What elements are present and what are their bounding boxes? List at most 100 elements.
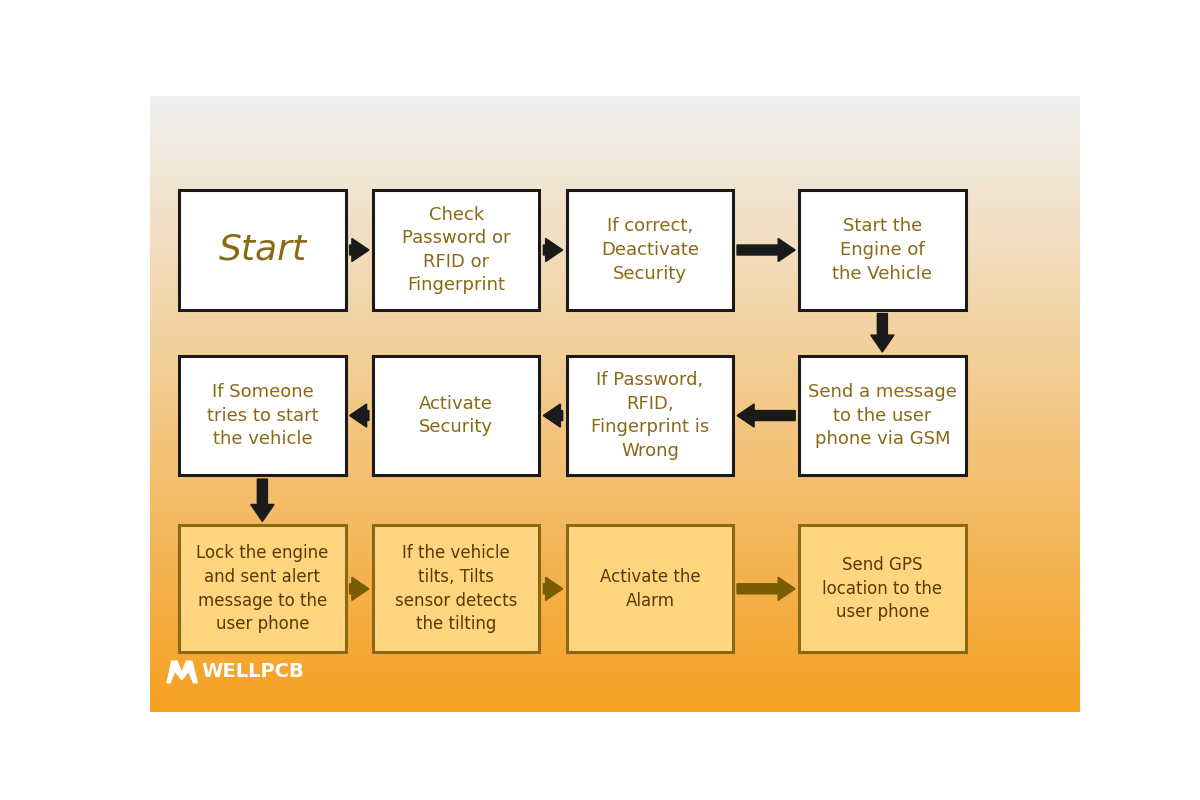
Bar [150, 375, 1080, 378]
Bar [150, 154, 1080, 155]
Bar [150, 597, 1080, 599]
Bar [150, 244, 1080, 246]
Bar [150, 454, 1080, 455]
Bar [150, 236, 1080, 238]
Bar [150, 626, 1080, 628]
Bar [150, 226, 1080, 227]
Bar [150, 189, 1080, 190]
Bar [373, 526, 540, 652]
Bar [150, 340, 1080, 342]
Bar [150, 506, 1080, 509]
Text: Start: Start [218, 233, 306, 267]
Bar [150, 104, 1080, 106]
Bar [150, 510, 1080, 513]
Bar [150, 640, 1080, 642]
Bar [150, 478, 1080, 480]
Bar [150, 174, 1080, 176]
Bar [150, 230, 1080, 231]
Bar [150, 628, 1080, 630]
Bar [150, 127, 1080, 129]
Bar [150, 619, 1080, 622]
Bar [150, 162, 1080, 164]
Bar [150, 299, 1080, 302]
Bar [150, 476, 1080, 478]
Bar [150, 665, 1080, 667]
Bar [150, 515, 1080, 517]
Bar [150, 186, 1080, 188]
Bar [150, 100, 1080, 102]
Text: If Someone
tries to start
the vehicle: If Someone tries to start the vehicle [206, 383, 318, 448]
Bar [150, 318, 1080, 320]
Bar [150, 164, 1080, 166]
Bar [150, 414, 1080, 416]
Bar [150, 102, 1080, 104]
Bar [150, 463, 1080, 466]
Bar [150, 480, 1080, 482]
Bar [150, 644, 1080, 646]
Bar [150, 332, 1080, 334]
Bar [150, 135, 1080, 137]
Bar [150, 615, 1080, 618]
Bar [150, 122, 1080, 125]
Bar [150, 234, 1080, 236]
Bar [150, 418, 1080, 421]
Bar [150, 447, 1080, 449]
Polygon shape [349, 404, 368, 427]
Bar [150, 568, 1080, 570]
Bar [150, 121, 1080, 122]
Bar [150, 548, 1080, 550]
Bar [150, 310, 1080, 311]
Bar [150, 273, 1080, 274]
Bar [150, 172, 1080, 174]
Bar [150, 638, 1080, 640]
Text: If correct,
Deactivate
Security: If correct, Deactivate Security [601, 218, 698, 282]
Bar [150, 211, 1080, 213]
Bar [150, 402, 1080, 404]
Bar [150, 365, 1080, 367]
Bar [150, 466, 1080, 468]
Bar [150, 98, 1080, 100]
Bar [150, 430, 1080, 433]
Bar [150, 599, 1080, 601]
Bar [150, 302, 1080, 303]
Bar [150, 324, 1080, 326]
Bar [150, 570, 1080, 572]
Bar [150, 320, 1080, 322]
Bar [799, 356, 966, 475]
Bar [150, 346, 1080, 349]
Bar [150, 298, 1080, 299]
Bar [150, 595, 1080, 597]
Bar [150, 445, 1080, 447]
Bar [150, 534, 1080, 535]
Text: If the vehicle
tilts, Tilts
sensor detects
the tilting: If the vehicle tilts, Tilts sensor detec… [395, 545, 517, 634]
Bar [150, 147, 1080, 150]
Bar [150, 213, 1080, 215]
Bar [150, 687, 1080, 690]
Bar [150, 392, 1080, 394]
Bar [150, 314, 1080, 316]
Bar [150, 556, 1080, 558]
Bar [150, 193, 1080, 194]
Polygon shape [544, 404, 563, 427]
Bar [150, 581, 1080, 582]
Bar [150, 269, 1080, 270]
Bar [150, 180, 1080, 182]
Bar [150, 593, 1080, 595]
Bar [150, 227, 1080, 230]
Bar [150, 484, 1080, 486]
Bar [150, 118, 1080, 121]
Bar [150, 443, 1080, 445]
Bar [150, 669, 1080, 671]
Bar [150, 222, 1080, 223]
Bar [150, 698, 1080, 700]
Bar [150, 274, 1080, 277]
Bar [150, 611, 1080, 614]
Bar [150, 306, 1080, 307]
Polygon shape [737, 238, 796, 262]
Bar [566, 190, 733, 310]
Bar [150, 675, 1080, 677]
Bar [150, 178, 1080, 180]
Bar [150, 492, 1080, 494]
Text: Check
Password or
RFID or
Fingerprint: Check Password or RFID or Fingerprint [402, 206, 510, 294]
Bar [150, 264, 1080, 266]
